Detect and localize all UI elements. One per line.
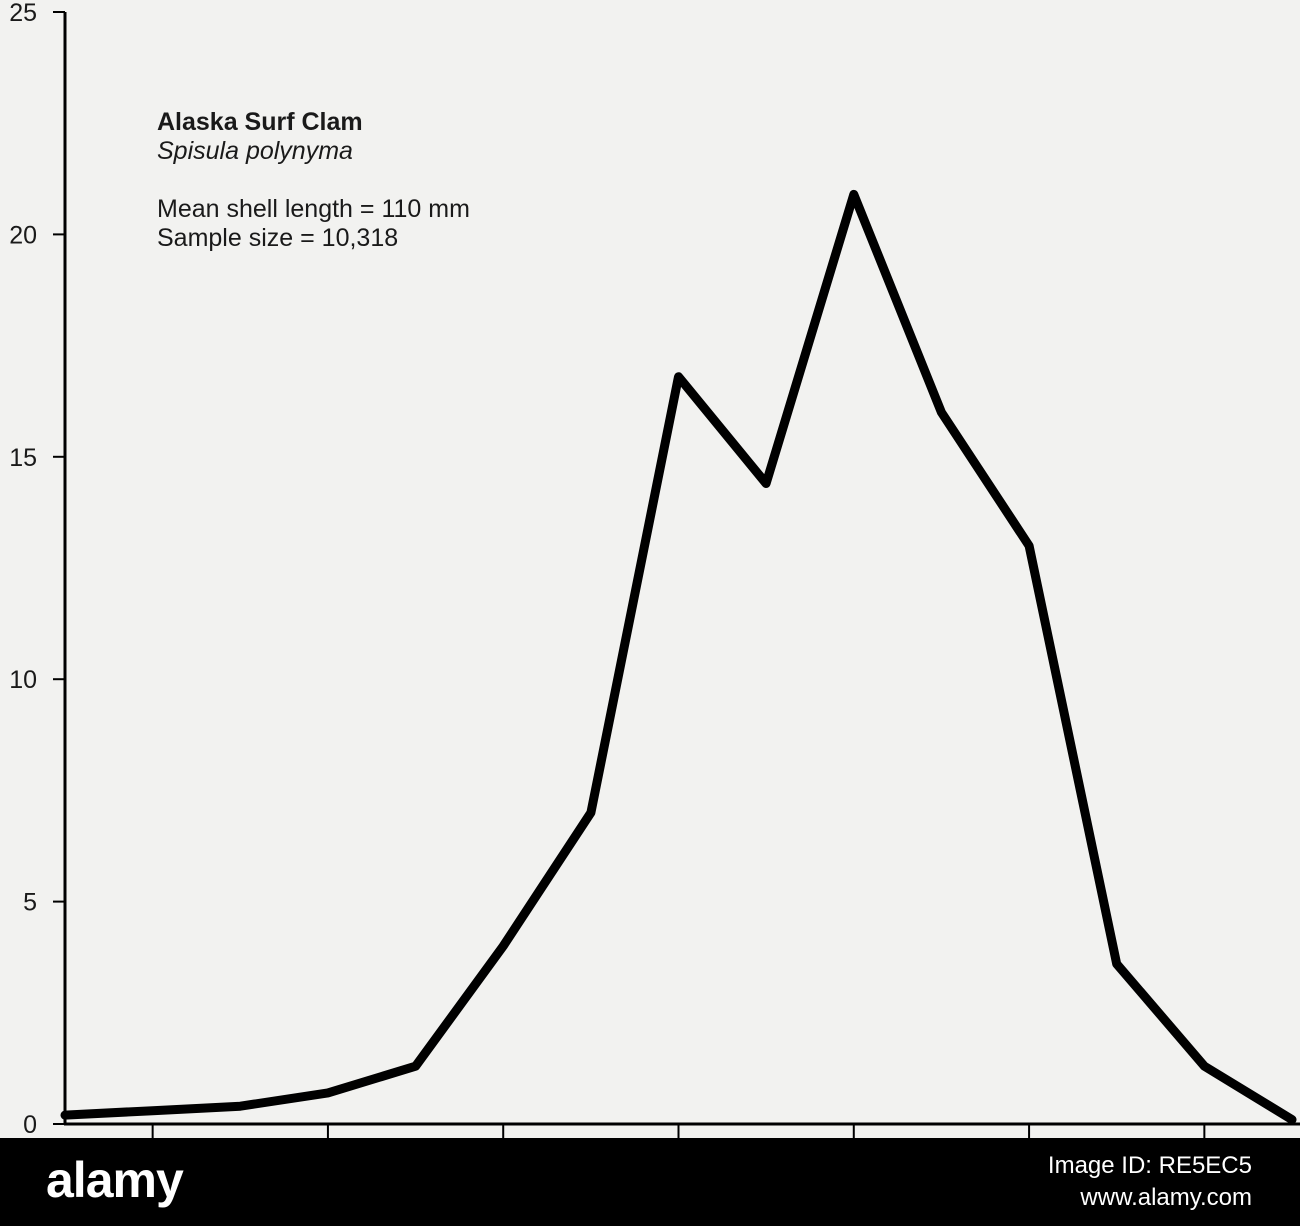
- y-tick-label-25: 25: [9, 0, 37, 27]
- chart-subtitle: Spisula polynyma: [157, 137, 353, 165]
- y-tick-label-20: 20: [9, 221, 37, 249]
- y-tick-labels: 0 5 10 15 20 25: [9, 0, 37, 1138]
- y-tick-label-15: 15: [9, 444, 37, 472]
- series-layer: [60, 189, 1297, 1125]
- site-url: www.alamy.com: [1080, 1184, 1252, 1211]
- chart-title: Alaska Surf Clam: [157, 108, 363, 136]
- annotation-spacer: [157, 166, 470, 195]
- brand-logo: alamy: [46, 1152, 184, 1208]
- line-chart: 0 5 10 15 20 25: [9, 0, 1300, 1138]
- plot-area: 0 5 10 15 20 25 Alaska Surf Clam Spisula poly…: [0, 0, 1300, 1138]
- annotation-sample-size: Sample size = 10,318: [157, 224, 399, 252]
- image-id-label: Image ID: RE5EC5: [1047, 1152, 1252, 1179]
- y-tick-label-0: 0: [23, 1111, 37, 1138]
- annotation-mean-shell-length: Mean shell length = 110 mm: [157, 195, 470, 223]
- series-line-0: [60, 189, 1297, 1125]
- chart-annotation: Alaska Surf Clam Spisula polynyma Mean s…: [157, 108, 470, 253]
- axes: [53, 11, 1300, 1138]
- y-tick-label-5: 5: [23, 889, 37, 917]
- watermark-footer: alamy Image ID: RE5EC5 www.alamy.com: [0, 1138, 1300, 1226]
- y-tick-label-10: 10: [9, 666, 37, 694]
